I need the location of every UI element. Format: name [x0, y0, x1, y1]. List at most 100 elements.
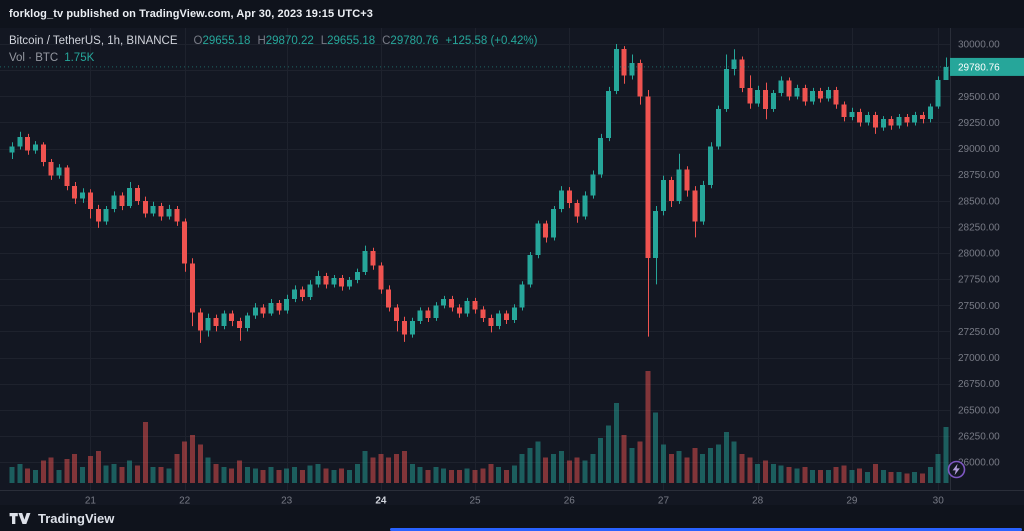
candle: [692, 190, 698, 222]
volume-bar: [315, 463, 321, 483]
volume-bar: [103, 465, 109, 483]
candle: [503, 313, 509, 320]
candle: [715, 108, 721, 147]
volume-bar: [32, 470, 38, 483]
candle: [574, 202, 580, 217]
volume-bar: [87, 455, 93, 483]
legend-volume-row: Vol · BTC 1.75K: [9, 50, 537, 67]
candle: [409, 320, 415, 335]
volume-bar: [449, 470, 455, 483]
volume-bar: [189, 435, 195, 483]
candle: [684, 169, 690, 191]
candle: [433, 305, 439, 318]
time-tick-label: 24: [375, 496, 387, 507]
candle: [174, 209, 180, 222]
candle: [519, 284, 525, 308]
volume-bar: [323, 468, 329, 483]
volume-bar: [558, 451, 564, 483]
open-label: O: [193, 35, 203, 47]
volume-bar: [386, 457, 392, 483]
candle: [739, 59, 745, 88]
candle: [205, 317, 211, 331]
candle: [810, 91, 816, 102]
candle: [927, 106, 933, 120]
volume-bar: [653, 412, 659, 483]
close-label: C: [382, 35, 391, 47]
volume-bar: [174, 454, 180, 483]
candle: [558, 190, 564, 210]
candle: [17, 137, 23, 147]
volume-bar: [833, 467, 839, 483]
volume-bar: [715, 444, 721, 483]
horizontal-scrollbar[interactable]: [390, 528, 1022, 531]
volume-bar: [927, 467, 933, 483]
candle: [496, 313, 502, 327]
candle: [943, 66, 949, 81]
price-tick-label: 29250.00: [958, 118, 1000, 129]
volume-bar: [794, 468, 800, 483]
candle: [676, 169, 682, 201]
candle: [260, 307, 266, 314]
candle: [456, 307, 462, 314]
volume-bar: [920, 473, 926, 483]
symbol-title[interactable]: Bitcoin / TetherUS, 1h, BINANCE: [9, 35, 178, 47]
price-scale[interactable]: [950, 28, 1024, 490]
candle: [857, 111, 863, 123]
time-tick-label: 27: [658, 496, 670, 507]
candle: [488, 317, 494, 327]
volume-bar: [770, 463, 776, 483]
candle: [268, 303, 274, 314]
price-tick-label: 26500.00: [958, 405, 1000, 416]
chart-legend: Bitcoin / TetherUS, 1h, BINANCE O29655.18…: [9, 33, 537, 67]
volume-bar: [763, 460, 769, 483]
lightning-icon[interactable]: [947, 460, 966, 479]
price-tick-label: 29000.00: [958, 144, 1000, 155]
volume-bar: [299, 470, 305, 483]
candle: [378, 265, 384, 290]
volume-bar: [645, 371, 651, 483]
candle: [849, 111, 855, 118]
candle: [362, 250, 368, 272]
candle: [150, 205, 156, 214]
price-tick-label: 28000.00: [958, 249, 1000, 260]
volume-bar: [888, 471, 894, 483]
tradingview-brand-text[interactable]: TradingView: [38, 510, 115, 526]
candle: [189, 263, 195, 313]
volume-bar: [935, 454, 941, 483]
candle: [339, 278, 345, 287]
time-tick-label: 28: [752, 496, 764, 507]
candle: [464, 301, 470, 314]
time-scale[interactable]: [0, 490, 950, 506]
volume-bar: [80, 467, 86, 483]
candle: [888, 119, 894, 126]
volume-bar: [590, 454, 596, 483]
volume-bar: [849, 470, 855, 483]
volume-bar: [535, 441, 541, 483]
candle: [346, 280, 352, 287]
price-tick-label: 30000.00: [958, 40, 1000, 51]
low-label: L: [320, 35, 328, 47]
candle: [700, 185, 706, 222]
candle: [778, 80, 784, 94]
volume-bar: [276, 470, 282, 483]
volume-bar: [519, 454, 525, 483]
volume-bar: [244, 467, 250, 483]
volume-bar: [598, 438, 604, 483]
tradingview-logo-icon[interactable]: [9, 512, 31, 525]
volume-bar: [660, 444, 666, 483]
candle: [386, 289, 392, 308]
volume-bar: [817, 470, 823, 483]
volume-bar: [346, 470, 352, 483]
candle: [237, 320, 243, 329]
volume-bar: [723, 431, 729, 483]
volume-bar: [503, 470, 509, 483]
close-value: 29780.76: [390, 35, 439, 47]
candle: [401, 320, 407, 335]
candle: [755, 89, 761, 104]
candle: [394, 307, 400, 321]
volume-value: 1.75K: [64, 52, 95, 64]
candle: [64, 167, 70, 187]
volume-bar: [684, 457, 690, 483]
candle: [613, 49, 619, 92]
